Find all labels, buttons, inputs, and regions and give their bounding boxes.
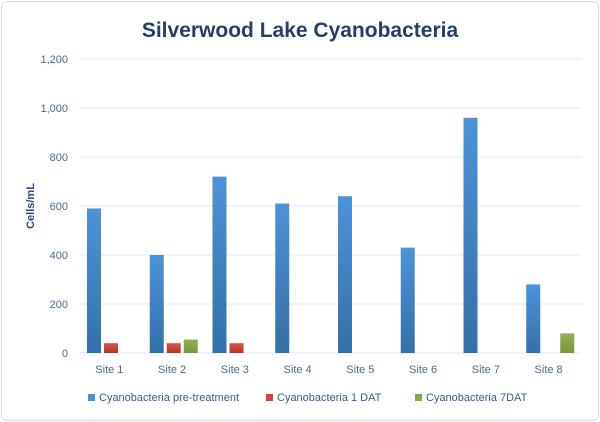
- bar-site-1-series-2: [104, 343, 118, 353]
- legend-swatch: [88, 394, 95, 401]
- x-tick-label: Site 7: [472, 364, 500, 376]
- bar-site-8-series-1: [526, 284, 541, 353]
- legend-swatch: [266, 394, 273, 401]
- bar-site-3-series-2: [229, 343, 244, 353]
- y-tick-label: 1,000: [40, 103, 68, 115]
- y-axis-label: Cells/mL: [25, 183, 37, 229]
- legend-label: Cyanobacteria pre-treatment: [99, 392, 239, 404]
- bar-site-3-series-1: [212, 176, 227, 353]
- bar-site-2-series-3: [183, 339, 198, 353]
- x-tick-label: Site 3: [221, 364, 249, 376]
- bar-site-2-series-2: [166, 343, 181, 353]
- bar-site-7-series-1: [463, 117, 478, 353]
- x-tick-label: Site 6: [409, 364, 437, 376]
- bar-site-1-series-1: [87, 208, 101, 353]
- y-tick-label: 800: [50, 152, 68, 164]
- bar-site-6-series-1: [400, 247, 415, 353]
- bar-site-8-series-3: [560, 333, 575, 353]
- chart-title: Silverwood Lake Cyanobacteria: [142, 19, 459, 42]
- y-tick-label: 200: [50, 299, 68, 311]
- x-tick-label: Site 8: [535, 364, 563, 376]
- legend-label: Cyanobacteria 7DAT: [426, 392, 528, 404]
- x-tick-label: Site 2: [158, 364, 186, 376]
- y-tick-label: 1,200: [40, 54, 68, 66]
- legend-label: Cyanobacteria 1 DAT: [277, 392, 382, 404]
- y-tick-label: 0: [62, 348, 68, 360]
- x-tick-label: Site 5: [346, 364, 374, 376]
- y-tick-label: 400: [50, 250, 68, 262]
- legend-swatch: [415, 394, 422, 401]
- bar-site-2-series-1: [149, 255, 164, 353]
- bar-site-5-series-1: [338, 196, 352, 353]
- x-tick-label: Site 4: [284, 364, 312, 376]
- x-tick-label: Site 1: [95, 364, 123, 376]
- y-tick-label: 600: [50, 201, 68, 213]
- bar-site-4-series-1: [275, 203, 290, 353]
